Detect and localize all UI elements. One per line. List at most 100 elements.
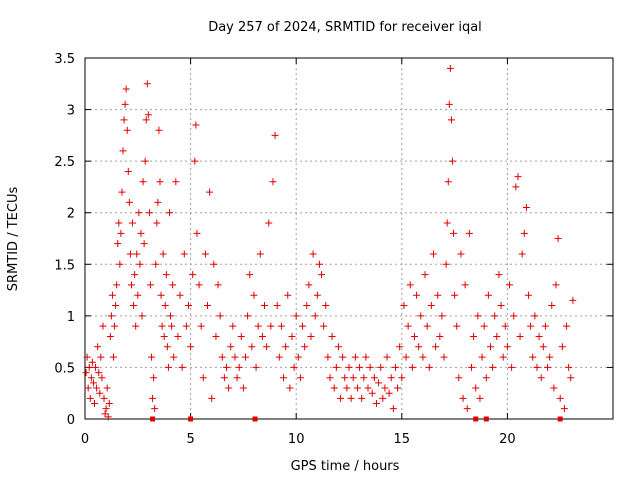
data-point [389,405,397,413]
data-point [99,322,107,330]
data-point [119,147,127,155]
data-point [105,400,113,408]
data-point [208,394,216,402]
data-point [174,332,182,340]
data-point [560,405,568,413]
data-point [438,312,446,320]
data-point [525,291,533,299]
data-point [288,332,296,340]
data-point [372,400,380,408]
data-point [546,353,554,361]
data-point [375,379,383,387]
data-point [446,64,454,72]
data-point [520,229,528,237]
data-point [318,271,326,279]
data-point [282,343,290,351]
data-point [92,363,100,371]
data-point [510,312,518,320]
data-point [184,302,192,310]
data-point [451,291,459,299]
data-point [442,260,450,268]
data-point [269,178,277,186]
data-point [250,291,258,299]
data-point [103,384,111,392]
data-point [113,281,121,289]
data-point [192,121,200,129]
data-point [343,384,351,392]
data-point [225,384,233,392]
x-tick-label: 10 [288,432,305,447]
data-point [206,188,214,196]
data-point [261,302,269,310]
data-point [134,291,142,299]
grid-lines [85,58,613,419]
data-point [345,363,353,371]
data-point [167,312,175,320]
data-point [154,198,162,206]
data-point [381,384,389,392]
data-point [144,111,152,119]
data-point [495,271,503,279]
data-point [149,394,157,402]
data-point [140,240,148,248]
data-point [193,229,201,237]
data-point [163,343,171,351]
data-point [476,394,484,402]
data-point [531,312,539,320]
data-point [383,353,391,361]
data-point [252,363,260,371]
data-point [404,322,412,330]
data-point [111,322,119,330]
baseline-marker [252,416,258,422]
data-point [311,312,319,320]
data-point [93,384,101,392]
x-axis: 0 5 10 15 20 [81,58,516,447]
data-point [231,353,239,361]
data-point [248,343,256,351]
data-point [98,374,106,382]
data-point [353,384,361,392]
data-point [450,229,458,237]
data-point [84,384,92,392]
x-tick-label: 15 [394,432,411,447]
data-point [271,131,279,139]
data-point [516,332,524,340]
y-tick-label: 1 [67,310,75,325]
data-point [387,374,395,382]
data-point [539,343,547,351]
data-point [290,363,298,371]
data-point [332,363,340,371]
data-point [160,332,168,340]
data-point [227,343,235,351]
data-point [482,374,490,382]
data-point [169,281,177,289]
data-point [558,343,566,351]
data-point [567,374,575,382]
data-point [141,157,149,165]
data-point [423,322,431,330]
data-point [237,332,245,340]
data-point [86,394,94,402]
data-point [139,178,147,186]
data-point [104,413,112,421]
data-point [116,260,124,268]
data-point [436,332,444,340]
data-point [503,343,511,351]
data-point [443,219,451,227]
data-point [214,281,222,289]
data-point [301,343,309,351]
data-point [233,374,241,382]
data-point [127,281,135,289]
data-point [529,353,537,361]
data-point [394,384,402,392]
data-point [229,322,237,330]
data-point [254,322,262,330]
data-point [191,157,199,165]
data-point [457,250,465,258]
data-point [349,374,357,382]
data-point [159,250,167,258]
data-point [133,250,141,258]
data-point [151,405,159,413]
data-point [129,219,137,227]
data-point [87,374,95,382]
